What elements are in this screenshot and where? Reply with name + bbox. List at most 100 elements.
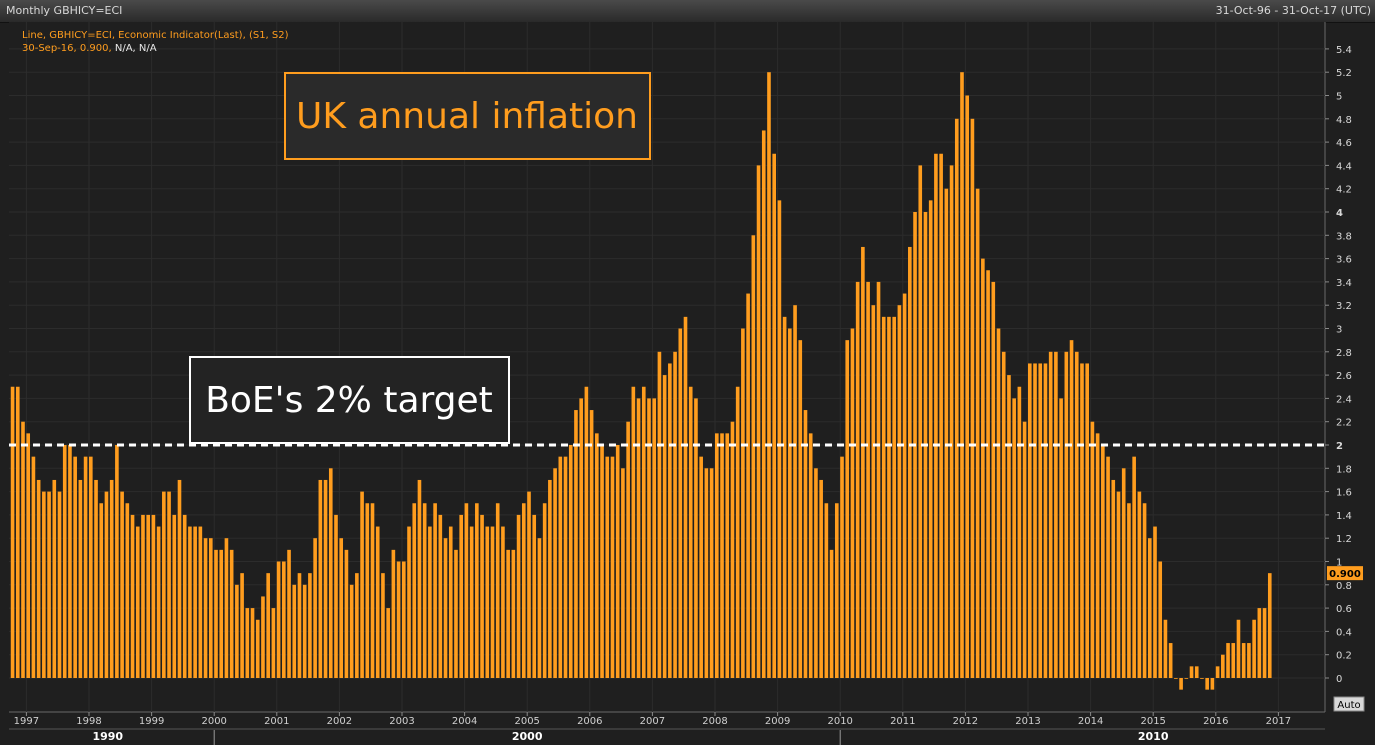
y-tick-label: 4.2	[1336, 185, 1352, 196]
y-tick-label: 5	[1336, 92, 1342, 103]
data-bar	[532, 514, 537, 678]
data-bar	[448, 526, 453, 678]
data-bar	[428, 526, 432, 678]
annotation-box-target	[189, 356, 510, 444]
data-bar	[751, 235, 756, 679]
data-bar	[308, 573, 312, 678]
data-bar	[876, 281, 881, 678]
data-bar	[162, 491, 166, 678]
data-bar	[688, 386, 693, 678]
data-bar	[318, 479, 323, 678]
data-bar	[1028, 363, 1032, 678]
data-bar	[626, 421, 630, 678]
data-bar	[1074, 351, 1079, 678]
data-bar	[1101, 445, 1105, 678]
x-tick-label: 2012	[953, 716, 978, 727]
decade-label: 2010	[1138, 730, 1169, 743]
data-bar	[323, 479, 328, 678]
data-bar	[548, 479, 552, 678]
data-bar	[527, 491, 531, 678]
data-bar	[1179, 678, 1183, 690]
data-bar	[229, 549, 234, 678]
data-bar	[495, 503, 500, 678]
data-bar	[245, 608, 250, 678]
data-bar	[735, 386, 740, 678]
data-bar	[1090, 421, 1095, 678]
last-value-marker	[1327, 566, 1363, 581]
data-bar	[798, 340, 803, 678]
x-tick-label: 1998	[76, 716, 101, 727]
data-bar	[699, 456, 703, 678]
data-bar	[1158, 561, 1163, 678]
x-tick-label: 2015	[1140, 716, 1165, 727]
data-bar	[908, 246, 912, 678]
data-bar	[62, 445, 67, 678]
auto-button[interactable]	[1333, 696, 1365, 712]
data-bar	[939, 153, 943, 678]
data-bar	[861, 246, 865, 678]
data-bar	[261, 596, 265, 678]
data-bar	[803, 410, 808, 678]
data-bar	[1267, 573, 1272, 678]
data-bar	[475, 503, 479, 678]
data-bar	[125, 503, 130, 678]
auto-button-label[interactable]: Auto	[1337, 700, 1360, 711]
data-bar	[678, 328, 683, 678]
x-tick-label: 1997	[14, 716, 39, 727]
data-bar	[365, 503, 370, 678]
data-bar	[182, 514, 187, 678]
data-bar	[824, 503, 829, 678]
data-bar	[235, 584, 239, 678]
data-bar	[928, 200, 933, 678]
data-bar	[344, 549, 349, 678]
data-bar	[881, 316, 886, 678]
data-bar	[902, 293, 907, 678]
data-bar	[130, 514, 135, 678]
date-range: 31-Oct-96 - 31-Oct-17 (UTC)	[1215, 4, 1371, 17]
data-bar	[1174, 678, 1178, 679]
data-bar	[1017, 386, 1022, 678]
data-bar	[954, 118, 959, 679]
data-bar	[339, 538, 344, 678]
data-bar	[558, 456, 563, 678]
x-tick-label: 2005	[514, 716, 539, 727]
data-bar	[662, 375, 667, 678]
data-bar	[287, 549, 291, 678]
y-tick-label: 3.2	[1336, 301, 1352, 312]
legend-line1: Line, GBHICY=ECI, Economic Indicator(Las…	[22, 30, 289, 41]
x-tick-label: 2008	[702, 716, 727, 727]
data-bar	[1247, 643, 1251, 678]
data-bar	[1168, 643, 1173, 678]
data-bar	[1241, 643, 1246, 678]
y-tick-label: 0.4	[1336, 627, 1352, 638]
data-bar	[1142, 503, 1147, 678]
data-bar	[918, 165, 923, 678]
y-tick-label: 1.6	[1336, 488, 1352, 499]
data-bar	[57, 491, 62, 678]
data-bar	[756, 165, 761, 678]
data-bar	[652, 398, 657, 678]
data-bar	[960, 72, 964, 678]
annotation-title: UK annual inflation	[296, 96, 638, 137]
data-bar	[219, 549, 224, 678]
data-bar	[814, 468, 818, 678]
data-bar	[198, 526, 203, 678]
data-bar	[584, 386, 589, 678]
annotation-target: BoE's 2% target	[205, 380, 493, 421]
data-bar	[1215, 666, 1220, 678]
data-bar	[1054, 351, 1058, 678]
data-bar	[834, 503, 839, 678]
data-bar	[250, 608, 255, 678]
data-bar	[188, 526, 192, 678]
data-bar	[1059, 398, 1063, 678]
data-bar	[464, 503, 469, 678]
data-bar	[589, 410, 594, 678]
data-bar	[986, 270, 990, 678]
data-bar	[266, 573, 270, 678]
data-bar	[829, 549, 834, 678]
y-tick-label: 2.8	[1336, 348, 1352, 359]
data-bar	[1194, 666, 1199, 678]
data-bar	[1043, 363, 1048, 678]
data-bar	[887, 316, 891, 678]
annotation-box-title	[284, 72, 651, 160]
